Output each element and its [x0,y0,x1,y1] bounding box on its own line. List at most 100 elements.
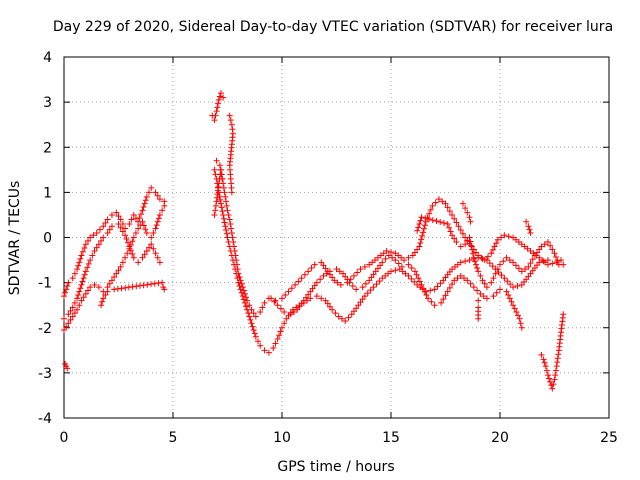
y-tick-label: 2 [43,140,52,156]
data-point [422,218,429,225]
series-branch-early-lower [61,202,168,334]
data-point [405,272,412,279]
data-point [498,234,505,241]
data-point [139,218,146,225]
data-point [469,246,476,253]
data-point [276,332,283,339]
data-point [518,268,525,275]
data-point [220,215,227,222]
data-point [129,283,136,290]
data-point [494,236,501,243]
data-point [527,260,534,267]
data-point [553,363,560,370]
data-point [100,234,107,241]
data-point [133,283,140,290]
data-point [439,198,446,205]
data-point [150,245,157,252]
data-point [431,286,438,293]
data-point [538,243,545,250]
data-point [382,255,389,262]
data-point [146,244,153,251]
data-point [91,248,98,255]
data-point [541,359,548,366]
data-point [438,299,445,306]
data-point [241,290,248,297]
data-point [212,112,219,119]
data-point [541,241,548,248]
data-point [229,126,236,133]
data-point [418,281,425,288]
data-point [233,257,240,264]
data-point [108,211,115,218]
y-tick-label: 0 [43,231,52,247]
data-point [551,250,558,257]
data-point [466,214,473,221]
data-point [505,233,512,240]
data-point [106,280,113,287]
data-point [416,220,423,227]
data-point [243,303,250,310]
x-tick-label: 10 [273,430,291,446]
data-point [238,280,245,287]
data-point [421,225,428,232]
data-point [334,279,341,286]
data-point [350,272,357,279]
data-point [342,317,349,324]
data-point [362,280,369,287]
data-point [279,324,285,331]
data-point [75,262,82,269]
data-point [111,286,118,293]
data-point [333,266,340,273]
data-point [473,249,480,256]
data-point [228,189,235,196]
data-point [213,108,220,115]
data-point [246,313,253,320]
data-point [313,293,320,300]
data-point [470,284,477,291]
data-point [245,310,252,317]
data-point [224,207,231,214]
data-point [324,300,331,307]
y-tick-label: -4 [38,411,52,427]
data-point [232,252,239,259]
data-point [348,311,355,318]
data-point [547,242,554,249]
data-point [265,349,272,356]
data-point [227,117,234,124]
data-point [444,288,451,295]
data-point [552,254,559,261]
data-point [454,275,461,282]
data-point [144,281,151,288]
data-point [549,385,556,392]
data-point [218,204,225,211]
data-point [135,259,142,266]
data-point [491,243,498,250]
data-point [435,196,442,203]
data-point [82,241,89,248]
data-point [148,241,155,248]
data-point [63,286,70,293]
x-tick-label: 5 [169,430,178,446]
data-point [98,237,105,244]
data-point [122,225,129,232]
data-point [370,284,377,291]
data-point [227,220,234,227]
data-point [411,278,418,285]
data-point [420,285,427,292]
data-point [226,216,233,223]
data-point [152,250,159,257]
data-point [512,262,519,269]
data-point [525,263,532,270]
data-point [309,285,316,292]
data-point [221,219,228,226]
data-points [61,90,567,392]
data-point [506,257,513,264]
data-point [290,308,297,315]
data-point [287,311,294,318]
data-point [514,312,521,319]
data-point [413,271,420,278]
data-point [560,261,567,268]
data-point [62,289,69,296]
data-point [549,246,556,253]
